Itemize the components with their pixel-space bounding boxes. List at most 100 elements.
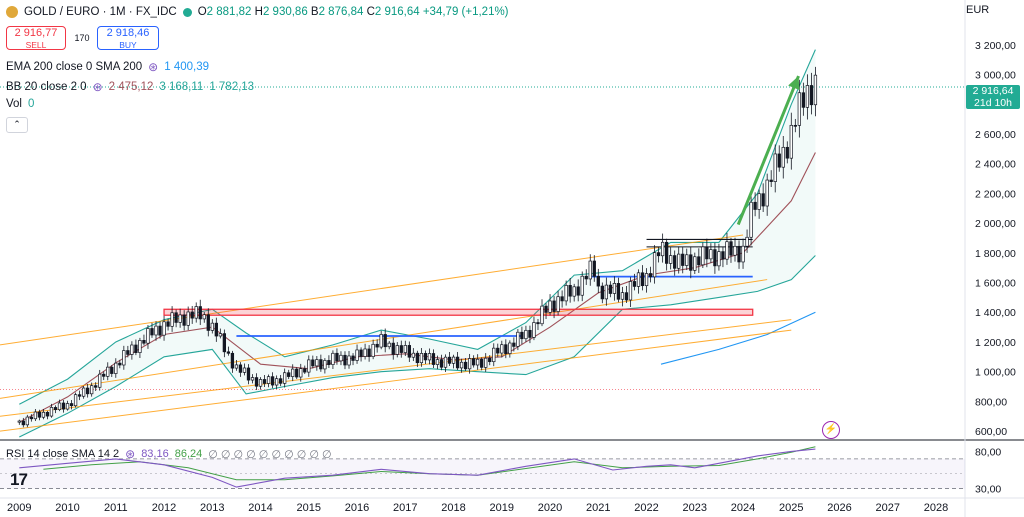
candle xyxy=(130,344,134,355)
candle xyxy=(596,276,600,287)
candle xyxy=(234,364,239,369)
candle xyxy=(455,356,460,369)
tradingview-logo[interactable]: 17 xyxy=(10,470,28,489)
vol-legend[interactable]: Vol 0 xyxy=(6,98,35,110)
candle xyxy=(363,348,367,357)
candle xyxy=(266,376,271,384)
candle xyxy=(673,255,677,269)
buy-button[interactable]: 2 918,46 BUY xyxy=(97,26,159,50)
candle xyxy=(279,378,283,384)
candle xyxy=(25,416,29,426)
candle xyxy=(57,402,62,411)
candle xyxy=(126,350,130,355)
currency-label[interactable]: EUR xyxy=(966,4,990,16)
ohlc-readout: O2 881,82 H2 930,86 B2 876,84 C2 916,64 … xyxy=(197,6,509,18)
candle xyxy=(616,283,621,300)
candle xyxy=(415,352,420,364)
candle xyxy=(359,349,363,357)
candle xyxy=(431,353,436,365)
candle xyxy=(403,345,407,353)
time-tick-label: 2012 xyxy=(152,502,176,514)
candle xyxy=(81,387,86,397)
ema-legend[interactable]: EMA 200 close 0 SMA 200 ⊛ 1 400,39 xyxy=(6,60,209,74)
candle xyxy=(315,359,319,367)
candle xyxy=(178,314,182,323)
candle xyxy=(371,343,375,357)
gold-symbol-icon xyxy=(6,6,18,18)
candle xyxy=(254,377,259,387)
candle xyxy=(407,345,411,358)
candle xyxy=(592,260,596,277)
candle xyxy=(520,331,524,340)
candle xyxy=(53,407,58,411)
candle xyxy=(733,245,737,256)
candle xyxy=(355,349,359,361)
candle xyxy=(793,124,797,127)
candle xyxy=(319,359,323,370)
price-tick-label: 3 200,00 xyxy=(975,40,1016,52)
candle xyxy=(757,193,761,210)
candle xyxy=(765,179,769,207)
candle xyxy=(41,411,46,418)
candle xyxy=(77,394,82,397)
candle xyxy=(480,358,484,368)
candle xyxy=(749,201,753,238)
candle xyxy=(202,314,206,320)
candle xyxy=(114,362,118,374)
bb-legend[interactable]: BB 20 close 2 0 ⊛ 2 475,12 3 168,11 1 78… xyxy=(6,80,255,94)
candle xyxy=(110,366,114,374)
candle xyxy=(697,256,701,266)
candle xyxy=(198,306,202,320)
candle xyxy=(741,245,745,263)
candle xyxy=(459,361,464,369)
candle xyxy=(411,352,415,358)
candle xyxy=(809,85,814,106)
candle xyxy=(568,285,572,297)
candle xyxy=(721,251,725,260)
candle xyxy=(154,325,158,336)
symbol-title[interactable]: GOLD / EURO · 1M · FX_IDC xyxy=(24,6,177,18)
candle xyxy=(214,322,218,337)
candle xyxy=(21,420,25,426)
candle xyxy=(805,85,810,108)
candle xyxy=(588,260,592,280)
settings-icon[interactable]: ⊛ xyxy=(125,447,136,461)
candle xyxy=(443,356,448,368)
candle xyxy=(150,328,154,336)
price-tick-label: 2 400,00 xyxy=(975,159,1016,171)
trend-channel-line xyxy=(0,234,744,346)
candle xyxy=(524,329,528,340)
candle xyxy=(49,407,54,417)
sell-button[interactable]: 2 916,77 SELL xyxy=(6,26,66,50)
candle xyxy=(572,286,576,297)
candle xyxy=(343,354,347,366)
candle xyxy=(303,368,307,373)
candle xyxy=(323,360,327,370)
candle xyxy=(375,343,379,348)
rsi-legend[interactable]: RSI 14 close SMA 14 2 ⊛ 83,16 86,24 ∅ ∅ … xyxy=(6,447,332,461)
candle xyxy=(705,246,709,260)
trend-channel-line xyxy=(0,319,792,417)
candle xyxy=(508,342,512,354)
candle xyxy=(69,403,74,407)
candle xyxy=(701,246,705,266)
candle xyxy=(560,296,564,302)
candle xyxy=(29,416,34,420)
settings-icon[interactable]: ⊛ xyxy=(148,60,159,74)
candle xyxy=(182,314,186,326)
collapse-legend-button[interactable]: ⌃ xyxy=(6,117,28,133)
candle xyxy=(339,354,343,362)
rsi-line xyxy=(19,448,816,488)
candle xyxy=(194,306,198,319)
change-value: +34,79 (+1,21%) xyxy=(422,6,509,18)
candle xyxy=(435,359,440,365)
candle xyxy=(250,377,255,381)
candle xyxy=(311,359,315,367)
candle xyxy=(516,331,520,347)
lightning-icon[interactable]: ⚡ xyxy=(822,421,840,439)
settings-icon[interactable]: ⊛ xyxy=(92,80,103,94)
price-tick-label: 1 400,00 xyxy=(975,307,1016,319)
candle xyxy=(439,359,444,368)
candle xyxy=(669,255,673,264)
